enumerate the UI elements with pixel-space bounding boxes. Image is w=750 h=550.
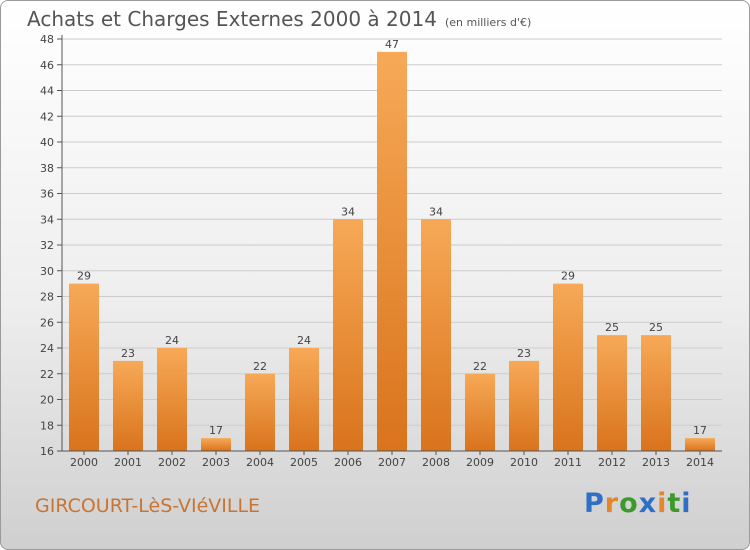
bar-2003 [201,438,231,451]
data-label: 25 [649,321,663,334]
logo-letter: r [604,488,620,519]
bar-2010 [509,360,539,451]
title-text: Achats et Charges Externes 2000 à 2014 [27,7,437,31]
bar-2008 [421,219,451,451]
bar-2001 [113,360,143,451]
data-label: 47 [385,38,399,51]
bars: 29 23 24 17 22 24 34 47 34 22 23 29 25 25 17 [69,38,715,451]
x-tick-label: 2010 [510,456,538,469]
bar-2011 [553,283,583,451]
bar-2000 [69,283,99,451]
y-tick-label: 30 [40,265,54,278]
logo-letter: t [667,488,682,519]
data-label: 17 [693,424,707,437]
x-tick-label: 2003 [202,456,230,469]
bar-2007 [377,51,407,451]
bar-2009 [465,373,495,451]
y-tick-label: 24 [40,342,54,355]
bar-2014 [685,438,715,451]
data-label: 23 [121,347,135,360]
x-tick-label: 2008 [422,456,450,469]
logo-letter: o [619,488,639,519]
bar-2004 [245,373,275,451]
bar-2012 [597,335,627,451]
y-tick-label: 28 [40,291,54,304]
bar-2006 [333,219,363,451]
x-tick-label: 2001 [114,456,142,469]
chart-subtitle: (en milliers d'€) [444,16,532,29]
y-tick-label: 16 [40,445,54,458]
data-label: 23 [517,347,531,360]
y-tick-label: 18 [40,419,54,432]
logo-letter: x [638,488,658,519]
data-label: 22 [473,360,487,373]
logo-letter: P [584,488,605,519]
x-tick-label: 2009 [466,456,494,469]
y-tick-label: 40 [40,136,54,149]
y-tick-label: 32 [40,239,54,252]
data-label: 22 [253,360,267,373]
y-tick-label: 38 [40,162,54,175]
logo-letter: i [657,488,668,519]
chart-title: Achats et Charges Externes 2000 à 2014 (e… [27,7,531,31]
data-label: 24 [297,334,311,347]
y-tick-label: 20 [40,394,54,407]
logo-letter: i [681,488,692,519]
x-tick-label: 2005 [290,456,318,469]
data-label: 29 [561,270,575,283]
y-tick-label: 22 [40,368,54,381]
y-tick-label: 46 [40,59,54,72]
data-label: 24 [165,334,179,347]
data-label: 34 [341,205,355,218]
data-label: 25 [605,321,619,334]
y-tick-label: 34 [40,213,54,226]
data-label: 34 [429,205,443,218]
y-tick-label: 42 [40,110,54,123]
x-tick-label: 2007 [378,456,406,469]
y-tick-label: 36 [40,188,54,201]
x-tick-label: 2006 [334,456,362,469]
x-tick-label: 2002 [158,456,186,469]
axes: 16 18 20 22 24 26 28 30 32 34 36 38 40 42 44 46 48 2000 20… [40,33,722,469]
y-tick-label: 44 [40,85,54,98]
x-tick-label: 2013 [642,456,670,469]
commune-name: GIRCOURT-LèS-VIéVILLE [35,495,261,517]
bar-2005 [289,348,319,451]
x-tick-label: 2011 [554,456,582,469]
bar-2002 [157,348,187,451]
x-tick-label: 2014 [686,456,714,469]
bar-2013 [641,335,671,451]
x-tick-label: 2000 [70,456,98,469]
data-label: 17 [209,424,223,437]
x-tick-label: 2004 [246,456,274,469]
y-tick-label: 26 [40,316,54,329]
x-tick-label: 2012 [598,456,626,469]
data-label: 29 [77,270,91,283]
y-tick-label: 48 [40,33,54,46]
proxiti-logo: Proxiti [584,488,692,519]
